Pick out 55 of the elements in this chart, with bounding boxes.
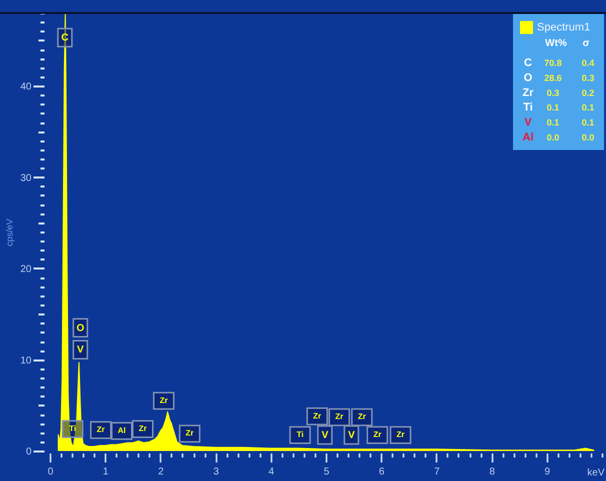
annotation: Zr xyxy=(335,412,344,422)
annotation: Zr xyxy=(373,430,382,440)
annotation: Zr xyxy=(396,430,405,440)
y-tick-label: 30 xyxy=(20,172,32,184)
annotation: V xyxy=(322,430,329,442)
annotation: Ti xyxy=(69,424,76,434)
annotation: O xyxy=(524,72,533,84)
x-tick-label: 8 xyxy=(489,466,496,478)
x-axis-title: keV xyxy=(587,468,605,478)
y-tick-label: 10 xyxy=(20,355,32,366)
annotation: Al xyxy=(118,426,126,435)
x-tick-label: 5 xyxy=(324,466,330,478)
annotation: 0.0 xyxy=(546,132,560,142)
annotation: 0.4 xyxy=(582,58,594,68)
annotation: C xyxy=(61,32,69,44)
annotation: V xyxy=(77,344,84,356)
annotation: 0.3 xyxy=(546,88,560,98)
y-axis-title: cps/eV xyxy=(4,218,14,246)
x-tick-label: 1 xyxy=(102,466,109,478)
y-tick-label: 20 xyxy=(20,264,32,275)
x-tick-label: 9 xyxy=(544,466,551,478)
annotation: 0.1 xyxy=(582,118,594,128)
annotation: Zr xyxy=(138,424,147,434)
annotation: Zr xyxy=(96,425,105,434)
annotation: Ti xyxy=(523,102,533,114)
annotation: C xyxy=(524,57,532,69)
annotation: σ xyxy=(582,38,590,49)
x-tick-label: 4 xyxy=(268,466,275,478)
x-tick-label: 2 xyxy=(158,466,164,478)
x-tick-label: 0 xyxy=(48,466,54,478)
annotation: Ti xyxy=(296,430,304,440)
y-tick-label: 40 xyxy=(20,82,32,92)
annotation: O xyxy=(76,322,84,334)
annotation: Zr xyxy=(358,412,366,422)
annotation: V xyxy=(348,430,356,442)
annotation: Wt% xyxy=(545,38,567,49)
annotation: Zr xyxy=(313,411,322,420)
annotation: Zr xyxy=(522,86,534,99)
y-tick-label: 0 xyxy=(26,446,32,458)
x-tick-label: 3 xyxy=(213,466,220,478)
annotation: 0.1 xyxy=(546,118,560,128)
annotation: 0.2 xyxy=(582,88,594,98)
annotation: 0.1 xyxy=(546,102,560,113)
annotation: 70.8 xyxy=(544,58,562,68)
annotation: Zr xyxy=(160,396,168,405)
x-tick-label: 7 xyxy=(434,466,440,478)
x-tick-label: 6 xyxy=(378,466,385,478)
annotation: 0.1 xyxy=(582,102,594,113)
annotation: Al xyxy=(522,132,534,144)
annotation: V xyxy=(524,116,532,129)
legend-label: Spectrum1 xyxy=(537,22,590,34)
annotation: 0.0 xyxy=(582,132,594,142)
annotation: 0.3 xyxy=(582,72,594,83)
annotation: 28.6 xyxy=(544,72,562,83)
annotation: Zr xyxy=(186,428,194,438)
